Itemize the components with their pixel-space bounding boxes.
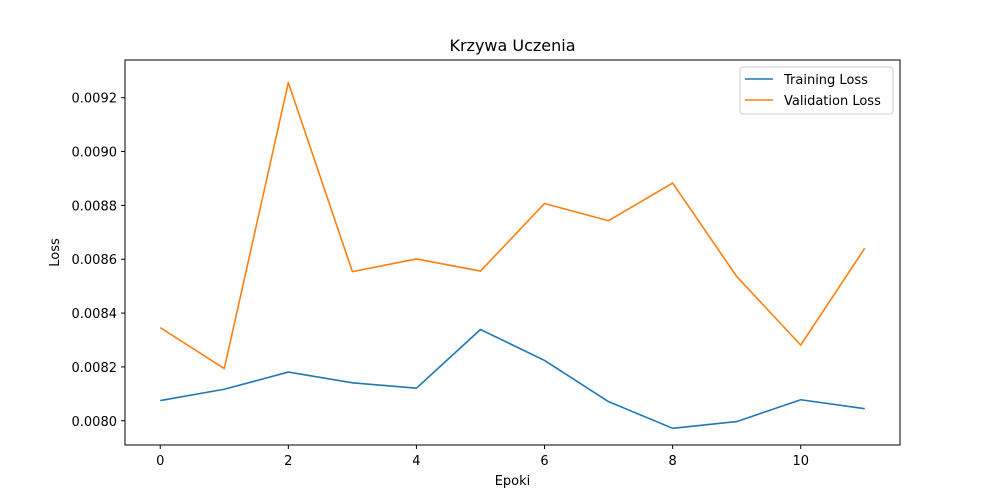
training-loss-line (160, 328, 865, 430)
y-tick-label: 0.0090 (72, 146, 118, 161)
x-axis-label: Epoki (495, 474, 531, 489)
x-tick-label: 4 (412, 454, 420, 469)
legend-label-training-loss: Training Loss (783, 73, 868, 88)
legend-label-validation-loss: Validation Loss (784, 94, 881, 109)
y-tick-label: 0.0082 (72, 361, 118, 376)
plot-frame (124, 59, 901, 446)
y-axis-label: Loss (48, 238, 63, 267)
y-tick-label: 0.0088 (72, 199, 118, 214)
legend: Training Loss Validation Loss (739, 66, 894, 115)
x-tick-label: 2 (284, 454, 292, 469)
y-tick-label: 0.0084 (72, 307, 118, 322)
x-axis-ticks: 0 2 4 6 8 10 (156, 445, 809, 469)
x-tick-label: 0 (156, 454, 164, 469)
legend-box (739, 66, 894, 115)
x-tick-label: 6 (540, 454, 548, 469)
y-axis-ticks: 0.0080 0.0082 0.0084 0.0086 0.0088 0.0090 0.00… (72, 92, 125, 430)
series-layer (159, 81, 866, 430)
y-tick-label: 0.0086 (72, 253, 118, 268)
validation-loss-line (159, 81, 866, 370)
chart-title: Krzywa Uczenia (449, 36, 575, 55)
x-tick-label: 8 (668, 454, 676, 469)
x-tick-label: 10 (792, 454, 809, 469)
y-tick-label: 0.0092 (72, 92, 118, 107)
y-tick-label: 0.0080 (72, 415, 118, 430)
